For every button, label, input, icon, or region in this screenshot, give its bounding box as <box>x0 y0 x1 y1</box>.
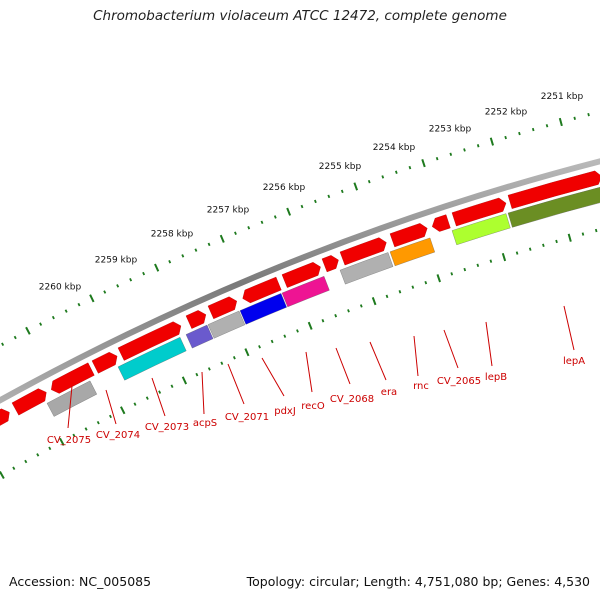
forward-gene-arrow <box>91 351 118 374</box>
forward-gene-arrow <box>11 388 47 416</box>
forward-gene-arrow <box>389 223 428 248</box>
label-leader-line <box>443 329 459 369</box>
forward-gene-arrow <box>242 276 282 304</box>
genome-info-label: Topology: circular; Length: 4,751,080 bp… <box>246 574 590 589</box>
label-leader-line <box>413 335 419 377</box>
gene-label: acpS <box>193 418 217 429</box>
forward-gene-arrow <box>117 321 182 361</box>
scale-label: 2251 kbp <box>541 92 584 102</box>
gene-label: era <box>381 387 397 398</box>
label-leader-line <box>151 377 166 417</box>
label-leader-line <box>261 357 285 397</box>
gene-block-pdxj <box>239 293 287 325</box>
scale-label: 2257 kbp <box>207 206 250 216</box>
scale-label: 2259 kbp <box>95 255 138 265</box>
forward-gene-arrow <box>185 310 207 329</box>
forward-gene-arrow <box>51 362 95 394</box>
forward-gene-arrow <box>507 170 600 209</box>
gene-block-era <box>339 252 394 285</box>
forward-gene-arrow <box>281 262 321 288</box>
gene-block-lepb <box>451 213 511 246</box>
scale-label: 2258 kbp <box>151 230 194 240</box>
gene-label: CV_2065 <box>437 376 481 387</box>
gene-label: CV_2073 <box>145 422 189 433</box>
label-leader-line <box>227 363 245 405</box>
label-leader-line <box>105 389 117 425</box>
forward-gene-arrow <box>339 237 387 266</box>
gene-label: lepB <box>485 372 507 383</box>
scale-label: 2260 kbp <box>39 283 82 293</box>
scale-label: 2256 kbp <box>263 183 306 193</box>
forward-gene-arrow <box>0 408 10 426</box>
gene-block-acps <box>185 324 214 349</box>
gene-block-reco <box>281 276 330 308</box>
scale-label: 2252 kbp <box>485 108 528 118</box>
label-leader-line <box>201 371 205 415</box>
gene-block-cv-2073 <box>117 337 187 381</box>
gene-block-cv-2075 <box>46 380 98 417</box>
label-leader-line <box>563 305 575 351</box>
gene-block-cv-2071 <box>207 310 246 339</box>
gene-label: pdxJ <box>274 406 296 417</box>
map-title: Chromobacterium violaceum ATCC 12472, co… <box>93 8 507 24</box>
forward-gene-arrow <box>321 255 339 273</box>
label-leader-line <box>305 351 313 393</box>
forward-strand-track <box>0 170 600 426</box>
scale-label: 2255 kbp <box>319 162 362 172</box>
forward-gene-arrow <box>207 296 237 320</box>
gene-label-track: lepA lepB CV_2065 rnc era CV_2068 recO pdxJ CV_2… <box>47 305 585 446</box>
label-leader-line <box>369 341 387 381</box>
reverse-strand-track <box>46 186 600 417</box>
label-leader-line <box>335 347 351 385</box>
label-leader-line <box>485 321 493 367</box>
gene-label: CV_2074 <box>96 430 140 441</box>
gene-label: CV_2068 <box>330 394 374 405</box>
forward-gene-arrow <box>431 214 451 232</box>
gene-label: CV_2075 <box>47 435 91 446</box>
gene-block-lepa <box>507 186 600 228</box>
forward-gene-arrow <box>451 197 507 227</box>
gene-label: lepA <box>563 356 585 367</box>
scale-label: 2254 kbp <box>373 143 416 153</box>
gene-label: rnc <box>413 381 429 392</box>
gene-label: recO <box>301 401 325 412</box>
scale-label: 2253 kbp <box>429 124 472 134</box>
gene-label: CV_2071 <box>225 412 269 423</box>
accession-label: Accession: NC_005085 <box>9 574 152 589</box>
label-leader-line <box>67 385 73 429</box>
gene-block-rnc <box>389 237 435 267</box>
scale-track: 2251 kbp 2252 kbp 2253 kbp 2254 kbp 2255 kbp… <box>0 92 598 479</box>
